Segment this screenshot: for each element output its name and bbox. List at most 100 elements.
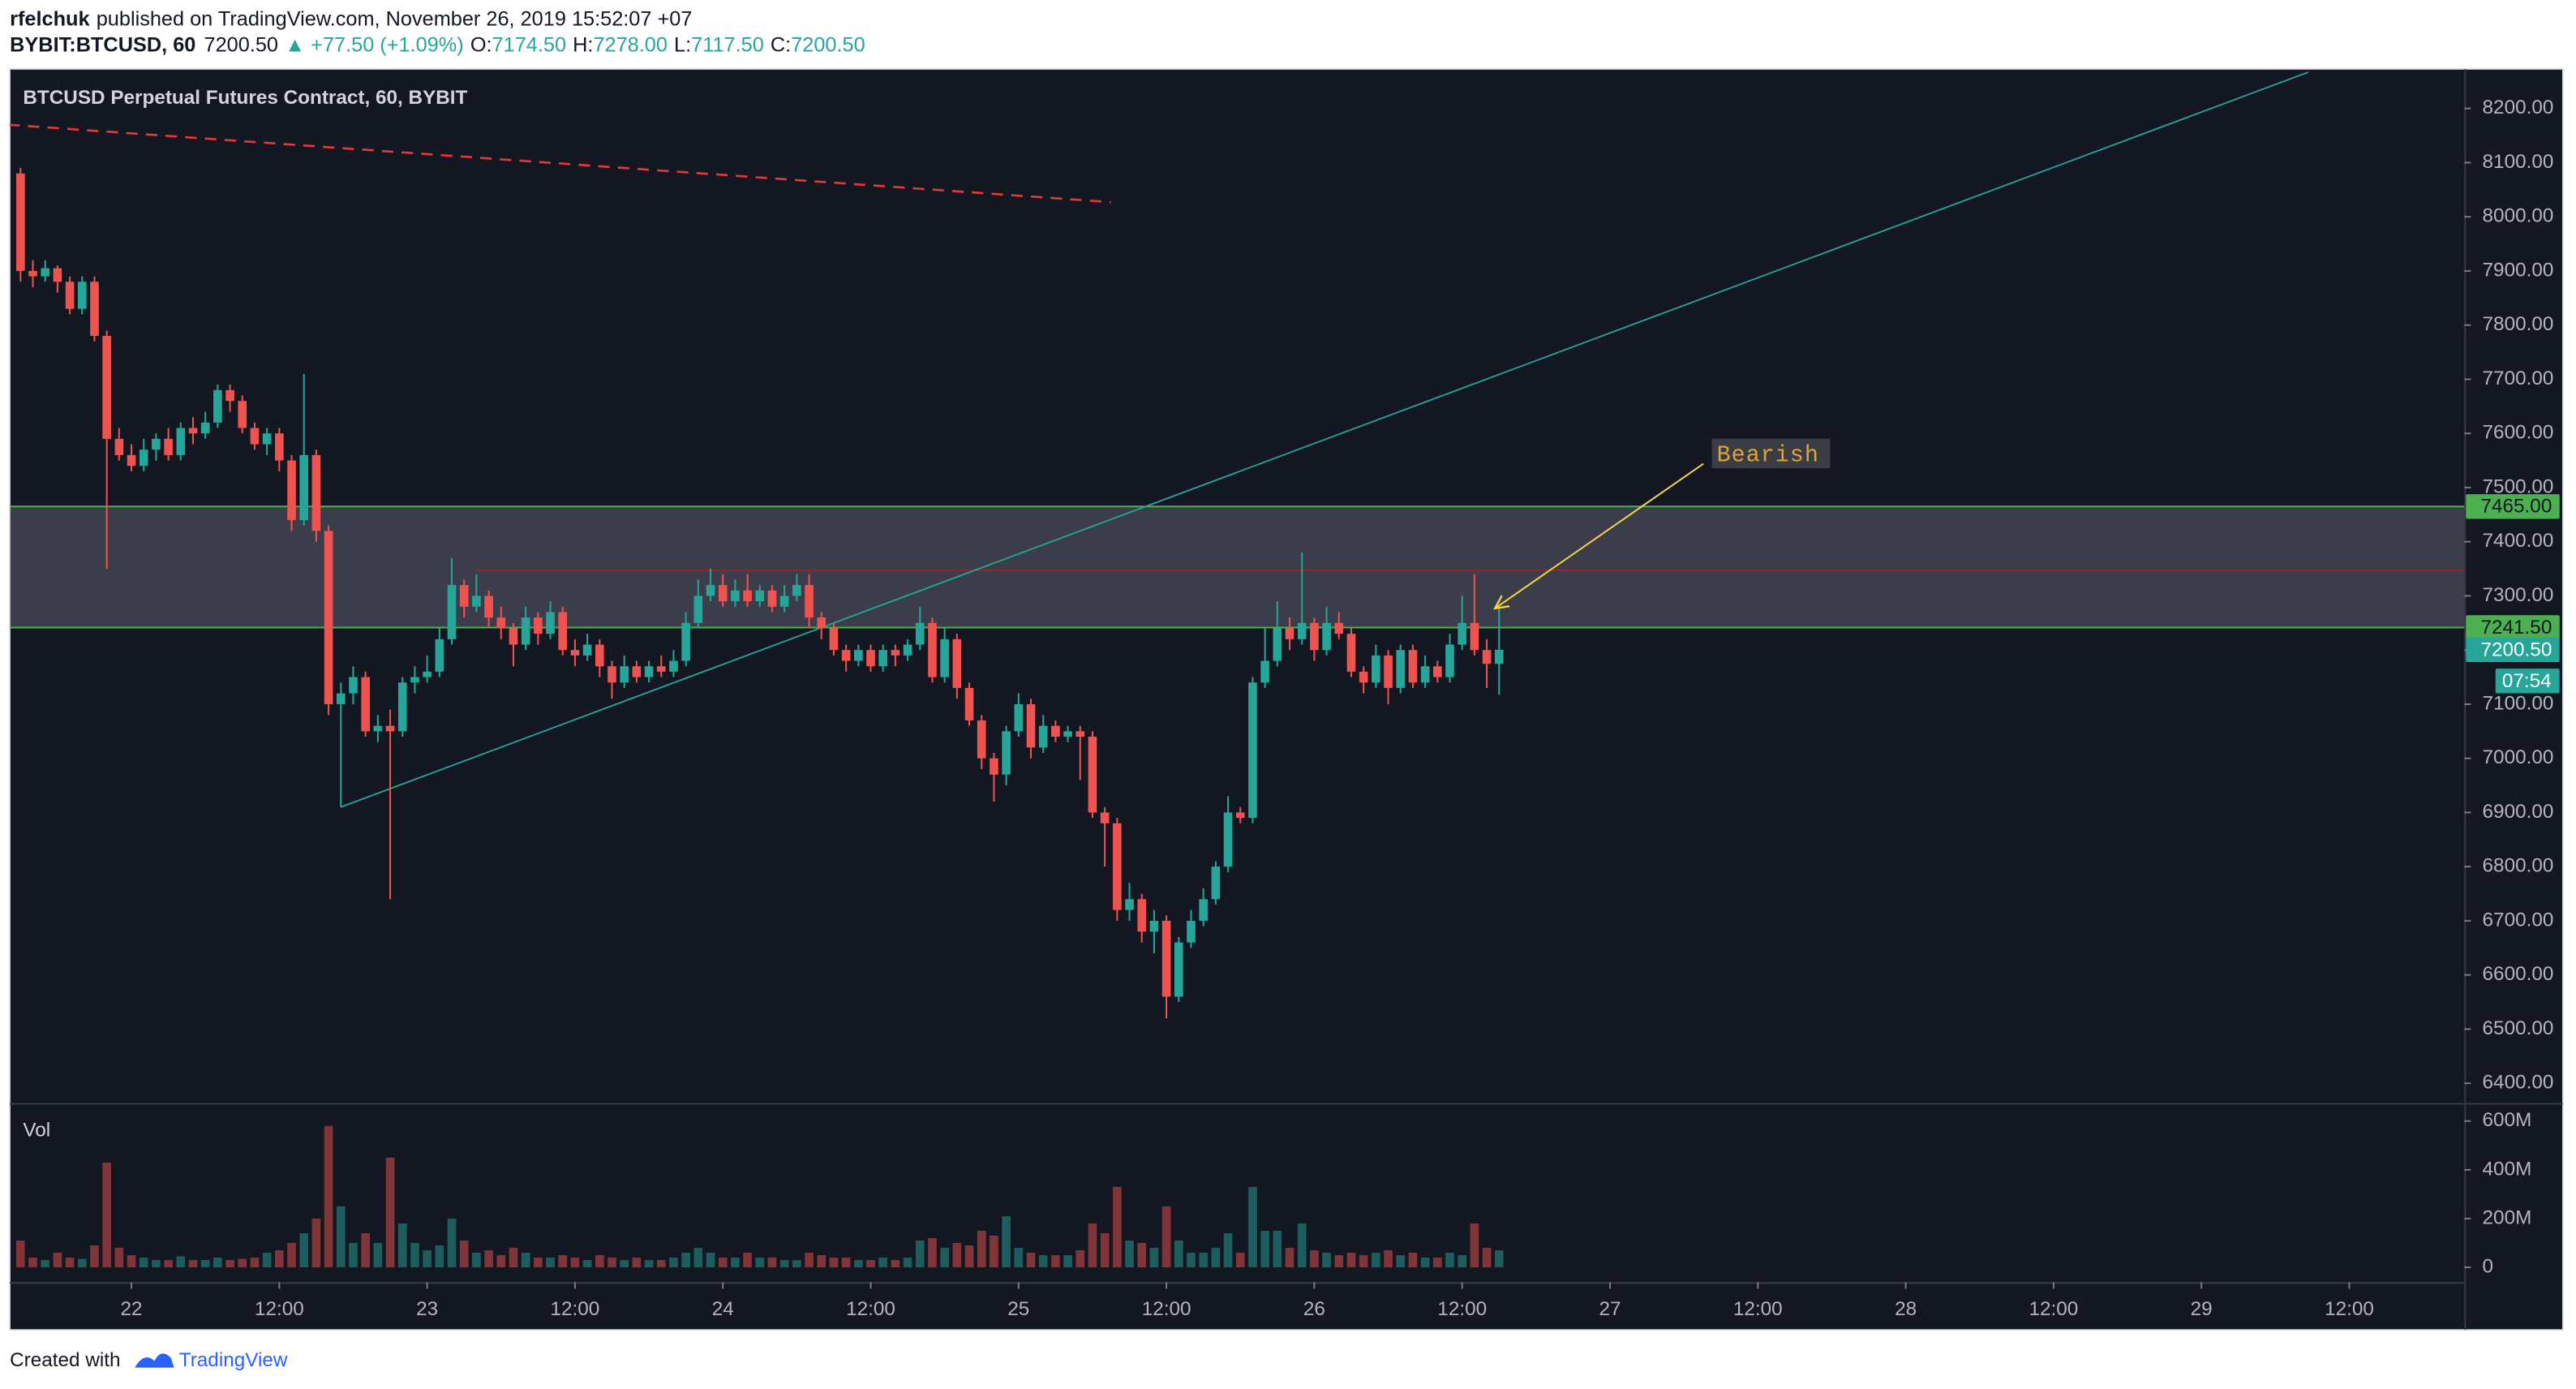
volume-bar bbox=[1260, 1230, 1269, 1268]
volume-bar bbox=[669, 1258, 678, 1268]
candle-body bbox=[582, 644, 592, 656]
candle-body bbox=[731, 590, 740, 602]
candle-body bbox=[990, 758, 998, 775]
volume-bar bbox=[410, 1243, 419, 1268]
volume-bar bbox=[188, 1260, 198, 1268]
logo bbox=[135, 1353, 174, 1368]
candle-body bbox=[940, 639, 949, 677]
candle-body bbox=[1125, 899, 1134, 910]
volume-bar bbox=[681, 1253, 690, 1268]
volume-bar bbox=[1100, 1232, 1110, 1268]
volume-bar bbox=[114, 1248, 124, 1268]
candle-body bbox=[779, 596, 789, 607]
footer-brand[interactable]: TradingView bbox=[179, 1349, 288, 1371]
candle-body bbox=[1334, 622, 1344, 634]
volume-bar bbox=[1273, 1230, 1282, 1268]
candle-body bbox=[139, 449, 148, 467]
volume-bar bbox=[570, 1258, 580, 1268]
candle-body bbox=[1063, 731, 1072, 737]
volume-bar bbox=[1458, 1255, 1467, 1268]
volume-bar bbox=[1014, 1248, 1024, 1268]
volume-bar bbox=[767, 1258, 777, 1268]
volume-bar bbox=[1088, 1223, 1097, 1268]
candle-body bbox=[1420, 666, 1430, 683]
volume-bar bbox=[349, 1243, 358, 1268]
candle-body bbox=[1026, 703, 1036, 748]
price-label: 7200.50 bbox=[2481, 639, 2552, 660]
x-tick-label: 25 bbox=[1007, 1298, 1029, 1320]
author[interactable]: rfelchuk bbox=[10, 7, 90, 30]
candle-body bbox=[1273, 628, 1282, 661]
candle-body bbox=[1223, 812, 1233, 867]
candle-body bbox=[41, 268, 50, 277]
candle-body bbox=[447, 585, 457, 639]
candle-body bbox=[1248, 682, 1257, 819]
candle-body bbox=[90, 282, 99, 337]
candle-body bbox=[977, 720, 986, 759]
volume-bar bbox=[472, 1253, 481, 1268]
y-tick-label: 6400.00 bbox=[2483, 1072, 2554, 1094]
volume-bar bbox=[397, 1223, 407, 1268]
volume-bar bbox=[1223, 1232, 1233, 1268]
candle-body bbox=[1113, 823, 1122, 910]
volume-bar bbox=[459, 1241, 469, 1268]
volume-title: Vol bbox=[23, 1119, 50, 1141]
volume-bar bbox=[656, 1260, 666, 1268]
candle-body bbox=[16, 173, 25, 271]
y-tick-label: 6900.00 bbox=[2483, 801, 2554, 823]
candle-body bbox=[1359, 671, 1368, 683]
countdown-box bbox=[2495, 669, 2560, 694]
ohlc-key: H: bbox=[573, 33, 593, 56]
volume-bar bbox=[731, 1258, 740, 1268]
price-pane: Bearish bbox=[10, 71, 2465, 1019]
x-tick-label: 28 bbox=[1895, 1298, 1917, 1320]
volume-bar bbox=[1346, 1253, 1356, 1268]
ohlc-key: O: bbox=[470, 33, 492, 56]
countdown: 07:54 bbox=[2502, 670, 2552, 692]
ohlc-value: 7174.50 bbox=[492, 33, 566, 56]
candle-body bbox=[1372, 655, 1380, 683]
y-tick-label: 6500.00 bbox=[2483, 1017, 2554, 1039]
candle-body bbox=[521, 617, 530, 645]
x-tick-label: 22 bbox=[121, 1298, 143, 1320]
volume-bar bbox=[1125, 1241, 1134, 1268]
volume-bar bbox=[805, 1253, 814, 1268]
candle-body bbox=[176, 428, 186, 455]
volume-bar bbox=[1396, 1255, 1406, 1268]
x-tick-label: 29 bbox=[2191, 1298, 2213, 1320]
candle-body bbox=[964, 687, 974, 720]
candle-body bbox=[1199, 899, 1209, 921]
annotation-text: Bearish bbox=[1717, 441, 1819, 468]
volume-bar bbox=[102, 1162, 111, 1268]
x-tick-label: 12:00 bbox=[846, 1298, 895, 1320]
volume-bar bbox=[1359, 1255, 1368, 1268]
candle-body bbox=[1075, 731, 1085, 737]
candle-body bbox=[1322, 622, 1331, 651]
volume-bar bbox=[915, 1241, 925, 1268]
x-tick-label: 12:00 bbox=[1142, 1298, 1191, 1320]
x-tick-label: 12:00 bbox=[255, 1298, 304, 1320]
candle-body bbox=[1482, 650, 1492, 664]
candle-body bbox=[1038, 725, 1048, 748]
candle-body bbox=[878, 650, 888, 667]
volume-bar bbox=[213, 1258, 222, 1268]
candle-body bbox=[706, 585, 715, 596]
candle-body bbox=[595, 644, 604, 667]
x-tick-label: 12:00 bbox=[2325, 1298, 2374, 1320]
volume-bar bbox=[582, 1260, 592, 1268]
volume-bar bbox=[693, 1248, 703, 1268]
volume-bar bbox=[595, 1255, 604, 1268]
logo-icon bbox=[135, 1353, 174, 1368]
annotation-arrow bbox=[1495, 462, 1704, 608]
candle-body bbox=[928, 622, 937, 677]
candle-body bbox=[1396, 650, 1406, 688]
candle-body bbox=[817, 617, 826, 629]
price-label: 7465.00 bbox=[2481, 496, 2552, 518]
volume-bar bbox=[841, 1258, 851, 1268]
candle-body bbox=[829, 628, 839, 651]
candle-body bbox=[1445, 644, 1454, 677]
candle-body bbox=[755, 590, 765, 602]
volume-bar bbox=[990, 1235, 998, 1268]
volume-bar bbox=[1051, 1255, 1060, 1268]
volume-bar bbox=[324, 1125, 333, 1268]
